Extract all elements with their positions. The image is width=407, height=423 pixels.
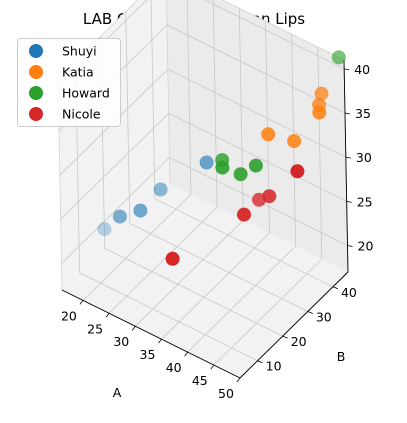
point-katia-5 bbox=[312, 105, 327, 120]
legend-label-shuyi: Shuyi bbox=[62, 44, 97, 59]
x-tick-mark bbox=[158, 338, 162, 344]
x-tick-label: 30 bbox=[113, 334, 129, 349]
grid-line-b bbox=[150, 0, 334, 288]
grid-lines bbox=[57, 0, 349, 379]
z-tick-mark bbox=[347, 245, 353, 247]
point-howard-4 bbox=[248, 158, 263, 173]
y-tick-label: 20 bbox=[291, 334, 307, 349]
legend-marker-howard bbox=[29, 86, 43, 100]
point-nicole-5 bbox=[290, 164, 305, 179]
x-axis-line bbox=[61, 289, 241, 379]
x-tick-label: 35 bbox=[140, 347, 156, 362]
x-tick-mark bbox=[236, 377, 241, 383]
z-tick-mark bbox=[344, 112, 351, 115]
y-tick-mark bbox=[307, 311, 313, 314]
z-tick-mark bbox=[344, 68, 350, 71]
y-tick-label: 10 bbox=[266, 359, 282, 374]
point-shuyi-3 bbox=[133, 203, 148, 218]
grid-line-b bbox=[125, 11, 308, 312]
point-nicole-1 bbox=[165, 251, 180, 266]
axes: 20 25 30 35 40 45 50 10 20 30 40 20 25 30 35 40 A B bbox=[61, 59, 374, 401]
y-tick-label: 30 bbox=[316, 309, 332, 324]
x-axis-label: A bbox=[113, 385, 122, 400]
legend-label-howard: Howard bbox=[62, 86, 110, 101]
x-tick-label: 40 bbox=[166, 360, 182, 375]
data-points bbox=[97, 50, 346, 266]
x-tick-label: 25 bbox=[87, 321, 103, 336]
z-tick-label: 35 bbox=[355, 106, 371, 121]
z-tick-label: 40 bbox=[354, 62, 370, 77]
grid-line-z bbox=[61, 157, 348, 264]
grid-line-z bbox=[59, 68, 346, 176]
z-tick-label: 20 bbox=[358, 239, 374, 254]
pane-floor bbox=[62, 184, 348, 378]
x-tick-label: 45 bbox=[192, 373, 208, 388]
legend-marker-nicole bbox=[29, 107, 43, 121]
point-nicole-4 bbox=[262, 189, 277, 204]
point-katia-4 bbox=[314, 86, 329, 101]
legend: Shuyi Katia Howard Nicole bbox=[17, 38, 121, 127]
point-howard-3 bbox=[233, 167, 248, 182]
y-tick-mark bbox=[332, 286, 339, 290]
point-shuyi-1 bbox=[97, 222, 112, 237]
z-axis-line bbox=[343, 59, 349, 273]
z-tick-label: 30 bbox=[356, 150, 372, 165]
x-tick-mark bbox=[105, 313, 110, 318]
point-shuyi-2 bbox=[112, 209, 127, 224]
x-tick-mark bbox=[79, 300, 84, 305]
legend-box bbox=[17, 38, 121, 127]
x-tick-mark bbox=[131, 325, 136, 331]
x-tick-label: 50 bbox=[218, 386, 234, 401]
point-shuyi-5 bbox=[199, 155, 214, 170]
pane-back bbox=[166, 0, 348, 272]
pane-edge-corner bbox=[166, 0, 171, 185]
point-katia-2 bbox=[287, 134, 302, 149]
point-nicole-2 bbox=[237, 207, 251, 222]
legend-marker-katia bbox=[29, 65, 43, 79]
point-shuyi-4 bbox=[153, 182, 168, 197]
z-tick-mark bbox=[345, 156, 351, 159]
grid-line-z bbox=[60, 112, 347, 220]
point-howard-5 bbox=[331, 50, 346, 65]
z-tick-label: 25 bbox=[357, 194, 373, 209]
x-tick-mark bbox=[184, 351, 188, 357]
legend-marker-shuyi bbox=[29, 44, 43, 58]
y-tick-mark bbox=[282, 335, 288, 339]
z-tick-mark bbox=[346, 200, 352, 203]
grid-line-a bbox=[82, 0, 192, 301]
grid-line-a bbox=[108, 0, 218, 314]
grid-line-a bbox=[187, 34, 297, 353]
legend-label-nicole: Nicole bbox=[62, 107, 101, 122]
point-howard-2 bbox=[215, 160, 230, 175]
y-axis-line bbox=[239, 271, 349, 379]
grid-line-b bbox=[75, 60, 258, 362]
y-tick-mark bbox=[257, 360, 263, 364]
point-katia-1 bbox=[261, 127, 276, 142]
x-tick-label: 20 bbox=[61, 308, 77, 323]
y-axis-label: B bbox=[337, 349, 346, 364]
x-tick-mark bbox=[210, 364, 215, 370]
grid-line-a bbox=[161, 21, 270, 340]
legend-label-katia: Katia bbox=[62, 65, 94, 80]
y-tick-label: 40 bbox=[341, 285, 357, 300]
